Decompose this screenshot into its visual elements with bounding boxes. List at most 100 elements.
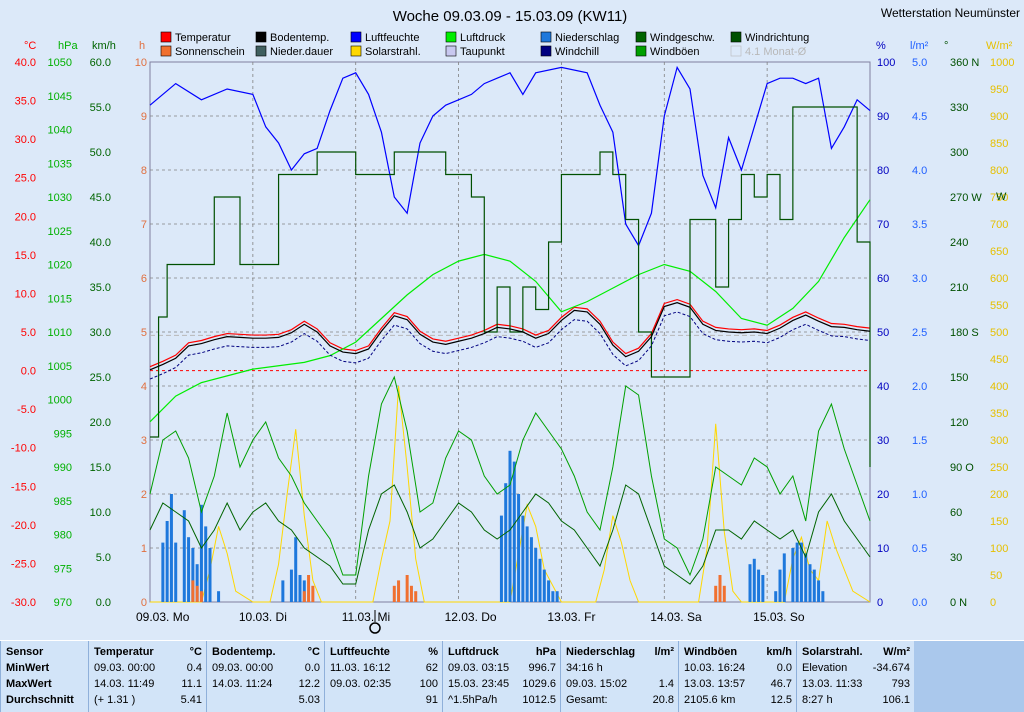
axis-tick-wind: 35.0 — [90, 282, 111, 294]
rain-bar — [294, 537, 298, 602]
stats-col-temperature: Temperatur °C 09.03. 00:00 0.4 14.03. 11:4… — [88, 641, 206, 712]
axis-tick-solar: 650 — [990, 246, 1008, 258]
max-value: 11.1 — [181, 678, 202, 690]
min-value: 996.7 — [528, 662, 556, 674]
axis-tick-solar: 500 — [990, 327, 1008, 339]
zoom-handle-icon[interactable] — [369, 622, 381, 634]
rain-bar — [795, 542, 799, 602]
axis-tick-humidity: 20 — [877, 489, 889, 501]
rain-bar — [748, 564, 752, 602]
legend-label: Luftfeuchte — [365, 32, 419, 44]
stats-panel: Sensor MinWert MaxWert Durchschnitt Temp… — [0, 641, 1024, 712]
min-time: 09.03. 00:00 — [212, 662, 274, 674]
rain-bar — [281, 580, 285, 602]
axis-tick-direction: 150 — [950, 372, 968, 384]
axis-tick-pressure: 1015 — [48, 293, 72, 305]
chart-marks — [149, 65, 871, 603]
sunshine-bar — [392, 585, 396, 602]
legend-swatch — [350, 31, 362, 43]
axis-tick-humidity: 80 — [877, 165, 889, 177]
axis-tick-temp: -10.0 — [11, 443, 36, 455]
x-axis-label: 14.03. Sa — [650, 610, 702, 624]
stats-col-rain: Niederschlag l/m² 34:16 h 09.03. 15:02 1.4… — [560, 641, 678, 712]
rain-bar — [165, 521, 169, 602]
axis-unit-rain: l/m² — [910, 40, 929, 52]
avg-value: 20.8 — [652, 694, 674, 706]
axis-tick-pressure: 1040 — [48, 125, 72, 137]
axis-tick-rain: 1.5 — [912, 435, 927, 447]
axis-tick-wind: 40.0 — [90, 237, 111, 249]
axis-tick-wind: 45.0 — [90, 192, 111, 204]
axis-tick-solar: 550 — [990, 300, 1008, 312]
axis-unit-wind: km/h — [92, 40, 116, 52]
min-time: Elevation — [802, 662, 848, 674]
axis-tick-pressure: 990 — [54, 462, 72, 474]
axis-tick-temp: 15.0 — [15, 250, 36, 262]
avg-note: (+ 1.31 ) — [94, 694, 136, 706]
sunshine-bar — [714, 585, 718, 602]
axis-tick-direction: 90 O — [950, 462, 974, 474]
legend-swatch — [730, 31, 742, 43]
axis-tick-rain: 2.5 — [912, 327, 927, 339]
axis-unit-hours: h — [139, 40, 145, 52]
rain-bar — [508, 450, 512, 602]
axis-tick-pressure: 970 — [54, 597, 72, 609]
series-windben — [149, 375, 871, 577]
rain-bar — [804, 553, 808, 602]
axis-tick-temp: 35.0 — [15, 96, 36, 108]
x-axis-label: 09.03. Mo — [136, 610, 190, 624]
legend-label: Luftdruck — [460, 32, 506, 44]
axis-tick-hours: 4 — [141, 381, 147, 393]
axis-tick-wind: 20.0 — [90, 417, 111, 429]
axis-tick-solar: 300 — [990, 435, 1008, 447]
axis-tick-solar: 900 — [990, 111, 1008, 123]
rain-bar — [534, 548, 538, 602]
axis-tick-hours: 0 — [141, 597, 147, 609]
axis-tick-humidity: 100 — [877, 57, 895, 69]
legend-label: Sonnenschein — [175, 46, 245, 58]
rain-bar — [551, 591, 555, 602]
rain-bar — [529, 537, 533, 602]
axis-tick-solar: 450 — [990, 354, 1008, 366]
min-value: 62 — [425, 662, 438, 674]
max-value: 46.7 — [770, 678, 792, 690]
col-unit: km/h — [766, 646, 792, 658]
rain-bar — [499, 515, 503, 602]
max-value: 100 — [419, 678, 438, 690]
stats-labels: Sensor MinWert MaxWert Durchschnitt — [0, 641, 88, 712]
axis-tick-direction: 180 S — [950, 327, 979, 339]
axis-tick-rain: 5.0 — [912, 57, 927, 69]
axis-tick-solar: 800 — [990, 165, 1008, 177]
axis-tick-temp: 30.0 — [15, 134, 36, 146]
min-time: 34:16 h — [566, 662, 603, 674]
rain-bar — [757, 569, 761, 602]
x-axis-label: 11.03. Mi — [342, 610, 390, 624]
max-value: 793 — [891, 678, 910, 690]
axis-tick-pressure: 1045 — [48, 91, 72, 103]
axis-unit-pressure: hPa — [58, 40, 78, 52]
rain-bar — [182, 510, 186, 602]
col-unit: hPa — [535, 646, 556, 658]
zoom-handle[interactable] — [369, 610, 381, 634]
axis-tick-solar: 950 — [990, 84, 1008, 96]
min-time: 10.03. 16:24 — [684, 662, 746, 674]
col-title: Luftdruck — [448, 646, 499, 658]
axis-tick-rain: 4.0 — [912, 165, 927, 177]
series-luftdruck — [149, 199, 871, 423]
stats-col-pressure: Luftdruck hPa 09.03. 03:15 996.7 15.03. 23… — [442, 641, 560, 712]
axis-tick-hours: 5 — [141, 327, 147, 339]
axis-tick-humidity: 70 — [877, 219, 889, 231]
axis-tick-hours: 7 — [141, 219, 147, 231]
axis-tick-temp: 0.0 — [21, 366, 36, 378]
legend-swatch — [160, 45, 172, 57]
axis-tick-direction: 360 N — [950, 57, 979, 69]
rain-bar — [521, 515, 525, 602]
avg-note: 8:27 h — [802, 694, 833, 706]
max-time: 13.03. 13:57 — [684, 678, 746, 690]
axis-tick-pressure: 1000 — [48, 395, 72, 407]
stats-col-gusts: Windböen km/h 10.03. 16:24 0.0 13.03. 13:5… — [678, 641, 796, 712]
max-time: 09.03. 15:02 — [566, 678, 628, 690]
axis-tick-wind: 0.0 — [96, 597, 111, 609]
rain-bar — [512, 461, 516, 602]
axis-tick-hours: 1 — [141, 543, 147, 555]
